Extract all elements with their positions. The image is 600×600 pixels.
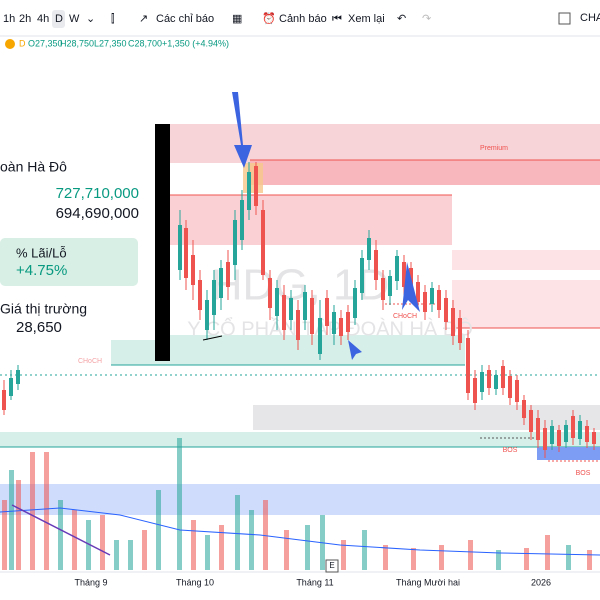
- tf-d[interactable]: D: [55, 13, 63, 25]
- supply-zone: [452, 280, 600, 328]
- equilibrium-zone: [253, 405, 600, 430]
- watermark-sub: Y CỔ PHẦN TẬP ĐOÀN HÀ ĐÔ: [187, 316, 473, 340]
- ohlc-high: H28,750: [60, 38, 94, 48]
- market-label: Giá thị trường: [0, 301, 87, 317]
- trend-line: [11, 504, 111, 556]
- indicators-icon[interactable]: ↗: [139, 13, 148, 25]
- info-panel: [0, 125, 155, 340]
- status-dot: [5, 39, 15, 49]
- alert-icon[interactable]: ⏰: [262, 11, 276, 25]
- tf-active-bg: [52, 10, 65, 28]
- arrow-up: [402, 262, 420, 312]
- supply-zone: [250, 160, 600, 185]
- undo-button[interactable]: ↶: [397, 13, 406, 25]
- premium-zone: [170, 124, 600, 163]
- panel-value1: 727,710,000: [56, 185, 139, 202]
- choch-label: CHoCH: [393, 313, 417, 320]
- bos-label: BOS: [576, 470, 591, 477]
- ohlc-close: C28,700: [128, 38, 162, 48]
- volume-ma: [0, 507, 600, 556]
- demand-zone: [0, 432, 600, 447]
- event-marker: [325, 559, 339, 573]
- volume-band: [0, 484, 600, 515]
- replay-button[interactable]: Xem lại: [348, 13, 385, 25]
- arrow-down: [232, 92, 252, 168]
- chart-type-icon[interactable]: ⫿: [111, 13, 115, 25]
- ohlc-change: +1,350 (+4.94%): [162, 38, 229, 48]
- alerts-button[interactable]: Cảnh báo: [279, 13, 327, 25]
- watermark: HDG, 1D: [211, 261, 389, 310]
- replay-icon[interactable]: ⏮: [332, 13, 342, 25]
- ohlc-interval: D: [19, 38, 26, 48]
- right-button[interactable]: CHA: [580, 12, 600, 24]
- tf-1h[interactable]: 1h: [3, 13, 15, 25]
- x-label: Tháng 10: [176, 577, 214, 587]
- event-label: E: [329, 561, 334, 570]
- x-label: Tháng 11: [296, 577, 333, 587]
- toolbar: [0, 0, 600, 36]
- pl-card: [0, 238, 138, 286]
- market-value: 28,650: [16, 319, 62, 336]
- choch-left-label: CHoCH: [78, 358, 102, 365]
- blue-zone: [537, 447, 600, 460]
- candles: [2, 162, 596, 458]
- tf-4h[interactable]: 4h: [37, 13, 49, 25]
- tf-2h[interactable]: 2h: [19, 13, 31, 25]
- pl-value: +4.75%: [16, 262, 67, 279]
- arrow-up: [348, 340, 362, 360]
- x-label: Tháng Mười hai: [396, 577, 460, 587]
- black-bar: [155, 124, 170, 361]
- volume-bars: [2, 438, 592, 570]
- tf-w[interactable]: W: [69, 13, 80, 25]
- supply-zone: [170, 195, 452, 245]
- panel-value2: 694,690,000: [56, 205, 139, 222]
- panel-name: oàn Hà Đô: [0, 159, 67, 175]
- low-marker: [202, 335, 223, 341]
- layout-icon[interactable]: ▦: [232, 13, 242, 25]
- pl-label: % Lãi/Lỗ: [16, 245, 67, 260]
- x-label: Tháng 9: [74, 577, 107, 587]
- ohlc-low: L27,350: [94, 38, 127, 48]
- tf-dropdown[interactable]: ⌄: [86, 13, 95, 25]
- redo-button[interactable]: ↷: [422, 13, 431, 25]
- indicators-button[interactable]: Các chỉ báo: [156, 13, 214, 25]
- checkbox[interactable]: [558, 12, 571, 25]
- x-label: 2026: [531, 577, 551, 587]
- bos-label: BOS: [503, 447, 518, 454]
- premium-label: Premium: [480, 145, 508, 152]
- ohlc-open: O27,350: [28, 38, 63, 48]
- supply-zone: [452, 250, 600, 270]
